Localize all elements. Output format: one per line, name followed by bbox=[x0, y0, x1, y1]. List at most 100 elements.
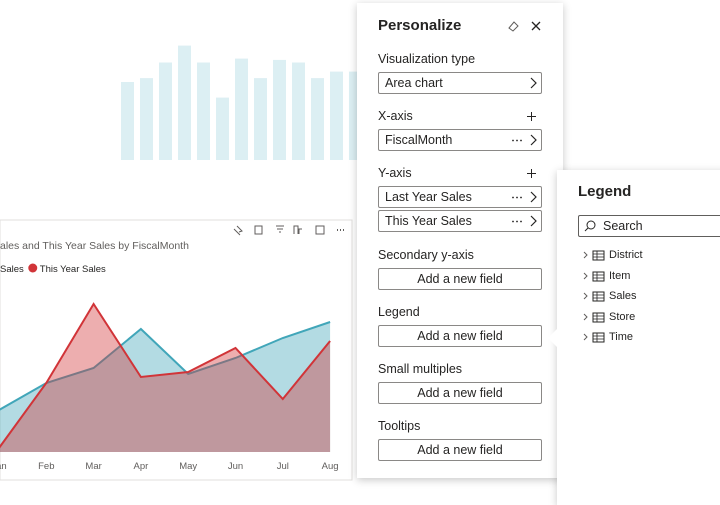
field-well[interactable]: This Year Sales bbox=[378, 210, 542, 232]
more-icon[interactable] bbox=[512, 139, 524, 142]
table-glyph bbox=[592, 250, 605, 261]
background-bar bbox=[178, 45, 191, 160]
section-label: Small multiples bbox=[378, 362, 463, 376]
dot bbox=[516, 139, 518, 142]
section-label: Secondary y-axis bbox=[378, 248, 474, 262]
search-placeholder: Search bbox=[603, 219, 643, 233]
background-bar bbox=[197, 62, 210, 160]
chevron-stroke bbox=[530, 215, 537, 227]
field-list-item[interactable]: Store bbox=[609, 310, 636, 323]
section-label: Y-axis bbox=[378, 166, 412, 180]
dot bbox=[520, 196, 522, 199]
table-grid bbox=[593, 333, 604, 342]
background-bar bbox=[273, 59, 286, 160]
table-icon[interactable] bbox=[583, 271, 605, 282]
personalize-pane: Personalize Visualization type Area chart… bbox=[357, 3, 563, 478]
flyout-title: Legend bbox=[578, 183, 632, 200]
add-field-button[interactable]: Add a new field bbox=[378, 268, 542, 290]
dot bbox=[512, 139, 514, 142]
visual-toolbar[interactable] bbox=[233, 225, 344, 236]
table-icon[interactable] bbox=[583, 332, 605, 343]
pin-icon[interactable] bbox=[233, 225, 243, 236]
section-label: X-axis bbox=[378, 109, 413, 123]
search-icon bbox=[584, 220, 596, 232]
legend-flyout: Legend Search District Item Sales Store Time bbox=[548, 170, 720, 505]
table-icon[interactable] bbox=[583, 250, 605, 261]
add-field-button[interactable]: Add a new field bbox=[378, 382, 542, 404]
x-tick-label: Jan bbox=[0, 461, 7, 472]
table-icon[interactable] bbox=[583, 312, 605, 323]
area-line bbox=[0, 302, 331, 449]
chevron-icon[interactable] bbox=[530, 191, 538, 203]
background-bar bbox=[254, 78, 267, 160]
background-bar bbox=[121, 82, 134, 160]
field-list-item[interactable]: District bbox=[609, 249, 643, 261]
field-list-item[interactable]: Time bbox=[609, 331, 634, 343]
table-grid bbox=[593, 292, 604, 301]
focus-icon[interactable] bbox=[315, 225, 325, 235]
table-grid bbox=[593, 312, 604, 322]
area-fill bbox=[0, 304, 331, 452]
pane-title: Personalize bbox=[378, 17, 462, 34]
close-icon[interactable] bbox=[531, 21, 541, 31]
area-line bbox=[0, 321, 331, 411]
chevron-icon[interactable] bbox=[530, 134, 538, 146]
add-field-button[interactable]: Add a new field bbox=[378, 325, 542, 347]
x-tick-label: Aug bbox=[322, 461, 339, 472]
background-bar bbox=[140, 78, 153, 160]
more-icon[interactable] bbox=[512, 196, 524, 199]
plus-stroke bbox=[527, 169, 536, 178]
section-label: Tooltips bbox=[378, 419, 421, 433]
expand-chevron bbox=[583, 333, 588, 341]
table-grid bbox=[593, 271, 604, 281]
chart-card bbox=[0, 219, 353, 481]
area-fill bbox=[0, 322, 331, 452]
table-glyph bbox=[592, 312, 605, 322]
background-bar bbox=[330, 71, 343, 160]
background-bar bbox=[235, 58, 248, 160]
x-tick-label: Apr bbox=[134, 461, 149, 472]
add-field-button[interactable]: Add a new field bbox=[378, 439, 542, 461]
background-bar bbox=[292, 62, 305, 160]
table-icon[interactable] bbox=[583, 291, 605, 302]
x-tick-label: Mar bbox=[85, 461, 101, 472]
field-name: This Year Sales bbox=[385, 214, 472, 228]
copy-icon[interactable] bbox=[254, 225, 263, 235]
chevron-stroke bbox=[530, 191, 537, 203]
field-name: Last Year Sales bbox=[385, 190, 472, 204]
background-bar bbox=[311, 78, 324, 160]
reset-icon[interactable] bbox=[507, 20, 519, 32]
filter-icon[interactable] bbox=[276, 225, 284, 233]
dot bbox=[512, 220, 514, 223]
more-icon[interactable] bbox=[512, 220, 524, 223]
x-tick-label: May bbox=[179, 461, 197, 472]
table-glyph bbox=[592, 291, 605, 302]
field-list-item[interactable]: Item bbox=[609, 269, 631, 282]
format-icon[interactable] bbox=[293, 225, 302, 234]
field-well[interactable]: FiscalMonth bbox=[378, 129, 542, 151]
chevron-icon[interactable] bbox=[530, 215, 538, 227]
chart-title: ales and This Year Sales by FiscalMonth bbox=[0, 240, 189, 252]
background-bar bbox=[159, 62, 172, 160]
expand-chevron bbox=[583, 251, 588, 259]
chevron-icon[interactable] bbox=[530, 77, 538, 89]
table-grid bbox=[593, 251, 604, 260]
field-well[interactable]: Area chart bbox=[378, 72, 542, 94]
section-label: Legend bbox=[378, 305, 420, 319]
search-box[interactable]: Search bbox=[578, 215, 720, 237]
field-list-item[interactable]: Sales bbox=[609, 290, 637, 302]
expand-chevron bbox=[583, 272, 588, 279]
add-icon[interactable] bbox=[527, 112, 536, 121]
table-glyph bbox=[592, 271, 605, 281]
dot bbox=[512, 196, 514, 199]
add-icon[interactable] bbox=[527, 169, 536, 178]
section-label: Visualization type bbox=[378, 52, 476, 66]
expand-chevron bbox=[583, 292, 588, 300]
field-name: Area chart bbox=[385, 76, 443, 90]
dot bbox=[520, 139, 522, 142]
table-glyph bbox=[592, 332, 605, 343]
flyout-pointer bbox=[548, 328, 558, 348]
field-well[interactable]: Last Year Sales bbox=[378, 186, 542, 208]
plus-stroke bbox=[527, 112, 536, 121]
